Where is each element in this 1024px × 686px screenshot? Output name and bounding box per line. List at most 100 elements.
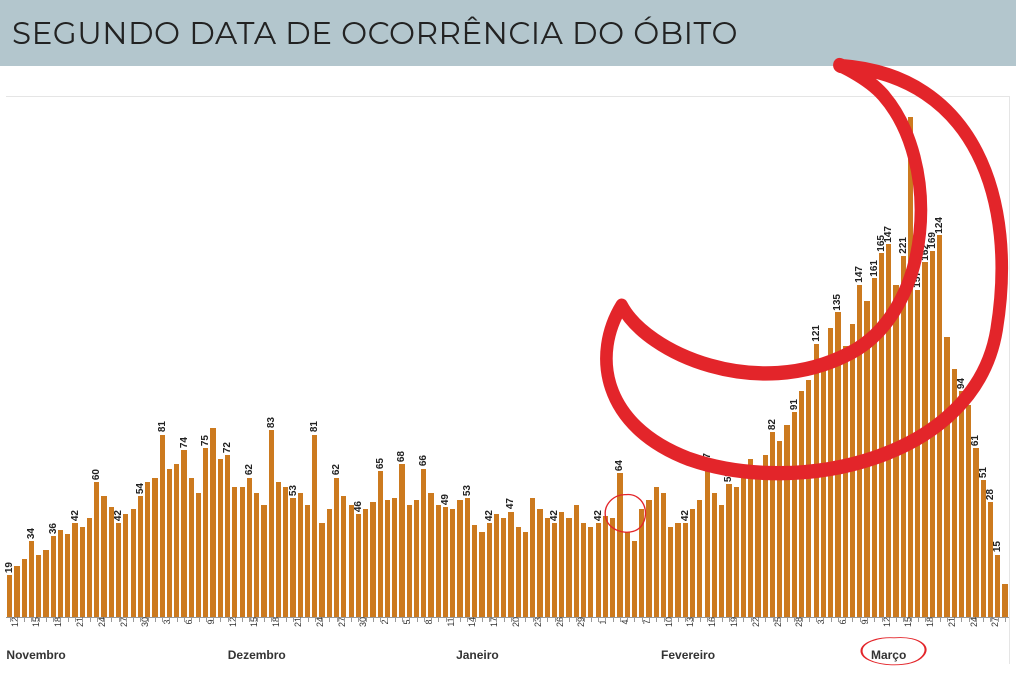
bar-value-label: 82: [767, 419, 778, 430]
bar-value-label: 169: [927, 232, 938, 249]
tick: 26: [551, 618, 558, 638]
bar-col: [326, 97, 333, 618]
bar-col: [631, 97, 638, 618]
bar-col: [754, 97, 761, 618]
tick: 5: [398, 618, 405, 638]
bar-col: [849, 97, 856, 618]
tick: 14: [464, 618, 471, 638]
tick: 24: [965, 618, 972, 638]
tick: 30: [355, 618, 362, 638]
bar: [850, 324, 855, 618]
bar-col: [667, 97, 674, 618]
tick: 12: [224, 618, 231, 638]
tick: [231, 618, 238, 638]
bar-value-label: 72: [222, 442, 233, 453]
tick: [805, 618, 812, 638]
tick: 15: [900, 618, 907, 638]
tick: 16: [704, 618, 711, 638]
bar-col: [340, 97, 347, 618]
tick: 23: [529, 618, 536, 638]
tick: [239, 618, 246, 638]
tick: [929, 618, 936, 638]
bar-value-label: 135: [832, 294, 843, 311]
tick: 17: [486, 618, 493, 638]
bar: [726, 484, 731, 618]
tick: 2: [377, 618, 384, 638]
bar: [276, 482, 281, 618]
tick: [689, 618, 696, 638]
bar-col: 42: [551, 97, 558, 618]
bar-value-label: 75: [200, 435, 211, 446]
bar: [922, 262, 927, 618]
tick: [892, 618, 899, 638]
tick: 27: [987, 618, 994, 638]
bar-col: [842, 97, 849, 618]
tick: [674, 618, 681, 638]
bar-col: 42: [115, 97, 122, 618]
bar-col: [21, 97, 28, 618]
tick: 9: [856, 618, 863, 638]
x-axis-months: NovembroDezembroJaneiroFevereiroMarço: [6, 646, 1009, 664]
bar-col: 49: [442, 97, 449, 618]
bar: [763, 455, 768, 618]
tick: 24: [311, 618, 318, 638]
bar-value-label: 47: [505, 498, 516, 509]
tick: [456, 618, 463, 638]
bar-value-label: 62: [331, 464, 342, 475]
tick: 6: [180, 618, 187, 638]
bar-col: [282, 97, 289, 618]
bar-col: 162: [921, 97, 928, 618]
bar-col: 94: [958, 97, 965, 618]
tick: 27: [115, 618, 122, 638]
tick: [166, 618, 173, 638]
bar: [392, 498, 397, 618]
bar: [545, 518, 550, 618]
tick: 27: [333, 618, 340, 638]
tick: [544, 618, 551, 638]
tick: 13: [682, 618, 689, 638]
tick: 29: [573, 618, 580, 638]
bar-col: 82: [769, 97, 776, 618]
bar-value-label: 157: [912, 271, 923, 288]
bar-col: [195, 97, 202, 618]
bar-col: [13, 97, 20, 618]
bar-col: [776, 97, 783, 618]
bar-value-label: 74: [179, 437, 190, 448]
tick: [13, 618, 20, 638]
bar: [864, 301, 869, 618]
bar: [596, 523, 601, 618]
tick: [907, 618, 914, 638]
bar-col: [347, 97, 354, 618]
bar-col: 91: [791, 97, 798, 618]
bar-col: [384, 97, 391, 618]
tick: 10: [660, 618, 667, 638]
tick: [951, 618, 958, 638]
bar-col: 121: [812, 97, 819, 618]
tick: [762, 618, 769, 638]
tick: [958, 618, 965, 638]
bar-col: 46: [355, 97, 362, 618]
bar-col: [239, 97, 246, 618]
bar-col: [413, 97, 420, 618]
page-title-bar: SEGUNDO DATA DE OCORRÊNCIA DO ÓBITO: [0, 0, 1016, 66]
bar-col: [275, 97, 282, 618]
tick: [275, 618, 282, 638]
bar-col: [231, 97, 238, 618]
tick: [820, 618, 827, 638]
bar: [799, 391, 804, 618]
bar: [588, 527, 593, 618]
bar: [697, 500, 702, 618]
bar-col: 51: [980, 97, 987, 618]
bar: [792, 412, 797, 618]
bar-col: [406, 97, 413, 618]
x-axis-ticks: 1215182124273036912151821242730258111417…: [6, 618, 1009, 638]
bar-col: [362, 97, 369, 618]
bar-col: [151, 97, 158, 618]
bar-col: [449, 97, 456, 618]
bar-col: [660, 97, 667, 618]
bar: [428, 493, 433, 618]
tick: 24: [93, 618, 100, 638]
bar-value-label: 62: [244, 464, 255, 475]
bar-value-label: 121: [811, 325, 822, 342]
bar-col: 53: [464, 97, 471, 618]
